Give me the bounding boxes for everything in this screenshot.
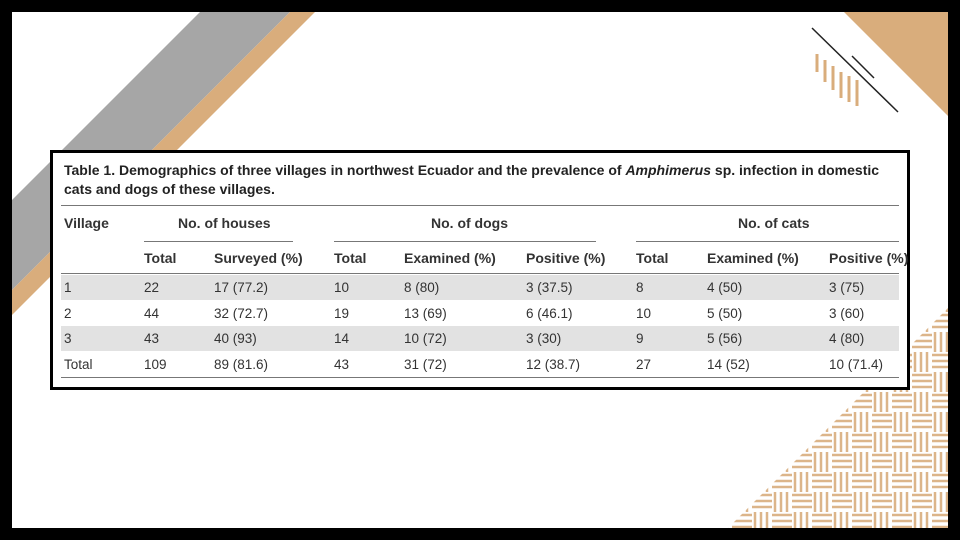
table-cell: 10 (71.4) (829, 356, 884, 372)
table-cell: 43 (144, 331, 160, 346)
caption-text: sp. infection in domestic cats and dogs … (64, 162, 880, 197)
table-cell: 31 (72) (404, 356, 447, 372)
table-cell: 10 (72) (404, 331, 447, 346)
group-header: No. of dogs (431, 215, 508, 231)
rule (61, 377, 899, 378)
table-cell: 109 (144, 356, 167, 372)
table-cell: 3 (64, 331, 72, 346)
rule (61, 273, 899, 274)
table-cell: 19 (334, 305, 350, 321)
table-cell: 4 (50) (707, 280, 743, 295)
table-cell: 1 (64, 280, 72, 295)
table-cell: 40 (93) (214, 331, 257, 346)
table-cell: 22 (144, 280, 160, 295)
table-cell: 5 (50) (707, 305, 743, 321)
column-header: Examined (%) (707, 250, 799, 266)
table-caption: Table 1. Demographics of three villages … (64, 161, 894, 199)
table-cell: 3 (37.5) (526, 280, 573, 295)
table-cell: 4 (80) (829, 331, 865, 346)
group-header: No. of houses (178, 215, 271, 231)
table-cell: 43 (334, 356, 350, 372)
table-panel: Table 1. Demographics of three villages … (50, 150, 910, 390)
column-header: Surveyed (%) (214, 250, 303, 266)
table-cell: 13 (69) (404, 305, 447, 321)
rule (636, 241, 899, 242)
group-header: Village (64, 215, 109, 231)
table-cell: Total (64, 356, 93, 372)
table-cell: 10 (334, 280, 350, 295)
table-cell: 3 (30) (526, 331, 562, 346)
table-cell: 10 (636, 305, 652, 321)
table-cell: 3 (60) (829, 305, 865, 321)
column-header: Total (636, 250, 669, 266)
column-header: Examined (%) (404, 250, 496, 266)
table-cell: 3 (75) (829, 280, 865, 295)
table-cell: 12 (38.7) (526, 356, 581, 372)
rule (144, 241, 293, 242)
column-header: Total (144, 250, 177, 266)
column-header: Total (334, 250, 367, 266)
column-header: Positive (%) (526, 250, 606, 266)
table-cell: 14 (334, 331, 350, 346)
slide: Table 1. Demographics of three villages … (12, 12, 948, 528)
group-header: No. of cats (738, 215, 810, 231)
table-cell: 6 (46.1) (526, 305, 573, 321)
table-cell: 5 (56) (707, 331, 743, 346)
table-cell: 14 (52) (707, 356, 750, 372)
table-cell: 89 (81.6) (214, 356, 269, 372)
table-cell: 2 (64, 305, 72, 321)
table-cell: 8 (80) (404, 280, 440, 295)
row-shade (61, 275, 899, 300)
rule (334, 241, 596, 242)
column-header: Positive (%) (829, 250, 909, 266)
table-cell: 44 (144, 305, 160, 321)
table-cell: 8 (636, 280, 644, 295)
table-cell: 27 (636, 356, 652, 372)
row-shade (61, 326, 899, 351)
table-cell: 32 (72.7) (214, 305, 269, 321)
table-cell: 17 (77.2) (214, 280, 269, 295)
table-cell: 9 (636, 331, 644, 346)
rule (61, 205, 899, 206)
caption-italic: Amphimerus (625, 162, 712, 178)
caption-text: Table 1. Demographics of three villages … (64, 162, 626, 178)
